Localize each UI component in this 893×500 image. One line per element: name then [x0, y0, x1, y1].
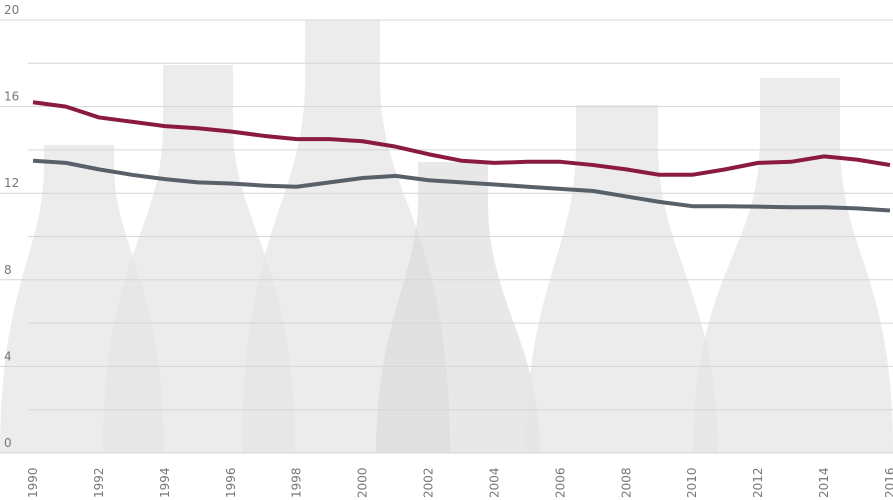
x-tick-label: 2000: [356, 467, 370, 498]
x-tick-label: 2006: [553, 467, 567, 498]
x-tick-label: 2014: [817, 467, 831, 498]
x-tick-label: 1998: [290, 467, 304, 498]
y-tick-label: 4: [4, 349, 12, 363]
x-tick-label: 1992: [92, 467, 106, 498]
bottle: [376, 162, 540, 453]
y-tick-label: 12: [4, 176, 19, 190]
series-line: [32, 100, 891, 177]
y-tick-label: 16: [4, 90, 19, 104]
series-line: [32, 158, 891, 213]
x-tick-label: 1996: [224, 467, 238, 498]
bottle: [526, 105, 718, 453]
x-tick-label: 2016: [883, 467, 893, 498]
y-tick-label: 20: [4, 3, 19, 17]
bottle: [693, 78, 893, 453]
x-tick-label: 1994: [158, 467, 172, 498]
x-tick-label: 2004: [487, 467, 501, 498]
x-tick-label: 2008: [619, 467, 633, 498]
y-tick-label: 8: [4, 263, 12, 277]
x-tick-label: 2012: [751, 467, 765, 498]
x-tick-label: 2010: [685, 467, 699, 498]
x-tick-label: 2002: [422, 467, 436, 498]
x-tick-label: 1990: [26, 467, 40, 498]
y-tick-label: 0: [4, 436, 12, 450]
